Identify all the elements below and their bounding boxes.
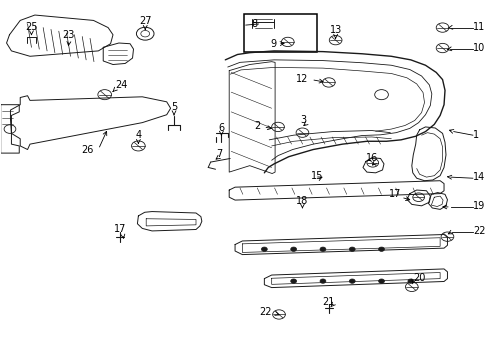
Text: 14: 14 — [473, 172, 486, 182]
Text: 9: 9 — [270, 39, 276, 49]
Text: 21: 21 — [322, 297, 335, 307]
Text: 6: 6 — [219, 123, 224, 133]
Text: 4: 4 — [135, 130, 142, 140]
Circle shape — [291, 247, 296, 251]
Text: 5: 5 — [171, 102, 177, 112]
Text: 17: 17 — [389, 189, 401, 199]
Text: 11: 11 — [473, 22, 486, 32]
Circle shape — [379, 247, 385, 251]
Text: 22: 22 — [259, 307, 271, 317]
Circle shape — [262, 247, 267, 251]
Text: 24: 24 — [115, 80, 127, 90]
Circle shape — [408, 279, 414, 283]
Text: 13: 13 — [329, 25, 342, 35]
Text: 8: 8 — [251, 19, 258, 29]
Circle shape — [349, 279, 355, 283]
FancyBboxPatch shape — [244, 14, 317, 51]
Text: 16: 16 — [366, 153, 378, 163]
Text: 7: 7 — [217, 149, 223, 159]
Circle shape — [320, 279, 326, 283]
Text: 1: 1 — [473, 130, 479, 140]
Circle shape — [379, 279, 385, 283]
Text: 2: 2 — [254, 121, 261, 131]
Circle shape — [320, 247, 326, 251]
Text: 25: 25 — [25, 22, 38, 32]
Text: 27: 27 — [139, 17, 151, 27]
Text: 15: 15 — [311, 171, 323, 181]
Circle shape — [291, 279, 296, 283]
Text: 10: 10 — [473, 43, 486, 53]
Text: 17: 17 — [114, 225, 126, 234]
Text: 18: 18 — [296, 196, 309, 206]
Text: 20: 20 — [413, 273, 426, 283]
Text: 3: 3 — [300, 115, 306, 125]
Circle shape — [349, 247, 355, 251]
Text: 23: 23 — [62, 30, 74, 40]
Text: 12: 12 — [296, 74, 308, 84]
Text: 19: 19 — [473, 201, 486, 211]
Text: 26: 26 — [81, 144, 94, 154]
Text: 22: 22 — [473, 226, 486, 236]
